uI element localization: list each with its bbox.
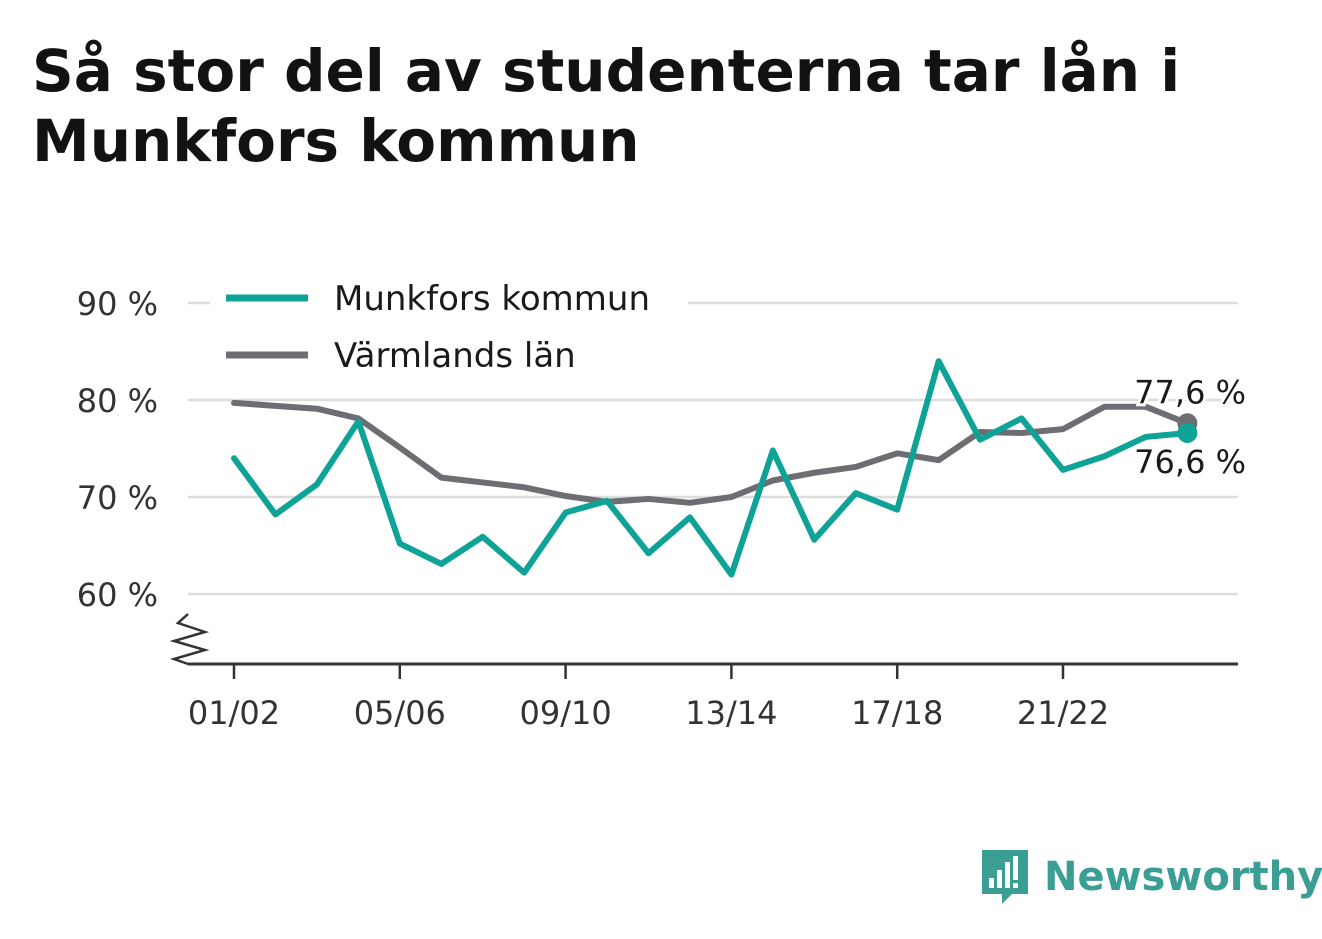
x-tick-label: 21/22 [1017,694,1109,732]
y-axis: 60 % 70 % 80 % 90 % [77,285,210,666]
end-label-munkfors: 76,6 % [1134,443,1246,481]
y-tick-label: 70 % [77,479,158,517]
newsworthy-logo-icon [982,850,1028,904]
end-labels: 77,6 % 76,6 % [1131,370,1249,484]
newsworthy-brand: Newsworthy [980,848,1322,906]
chart-title: Så stor del av studenterna tar lån i Mun… [32,37,1181,175]
end-point-0 [1177,422,1198,443]
x-tick-label: 17/18 [851,694,943,732]
legend-label-0: Munkfors kommun [334,279,650,319]
x-tick-label: 01/02 [188,694,280,732]
series-line-1 [231,399,1191,506]
axis-break-icon [169,613,210,666]
legend: Munkfors kommun Värmlands län [210,276,688,380]
brand-name: Newsworthy [1044,854,1322,900]
x-tick-label: 13/14 [685,694,777,732]
series-lines [231,358,1198,578]
series-line-0 [231,358,1191,578]
legend-label-1: Värmlands län [334,336,576,376]
x-axis: 01/02 05/06 09/10 13/14 17/18 21/22 [188,662,1238,732]
y-tick-label: 90 % [77,285,158,323]
end-label-varmland: 77,6 % [1134,373,1246,411]
x-tick-label: 05/06 [354,694,446,732]
legend-background [210,276,688,380]
x-tick-label: 09/10 [519,694,611,732]
y-tick-label: 60 % [77,576,158,614]
y-tick-label: 80 % [77,382,158,420]
